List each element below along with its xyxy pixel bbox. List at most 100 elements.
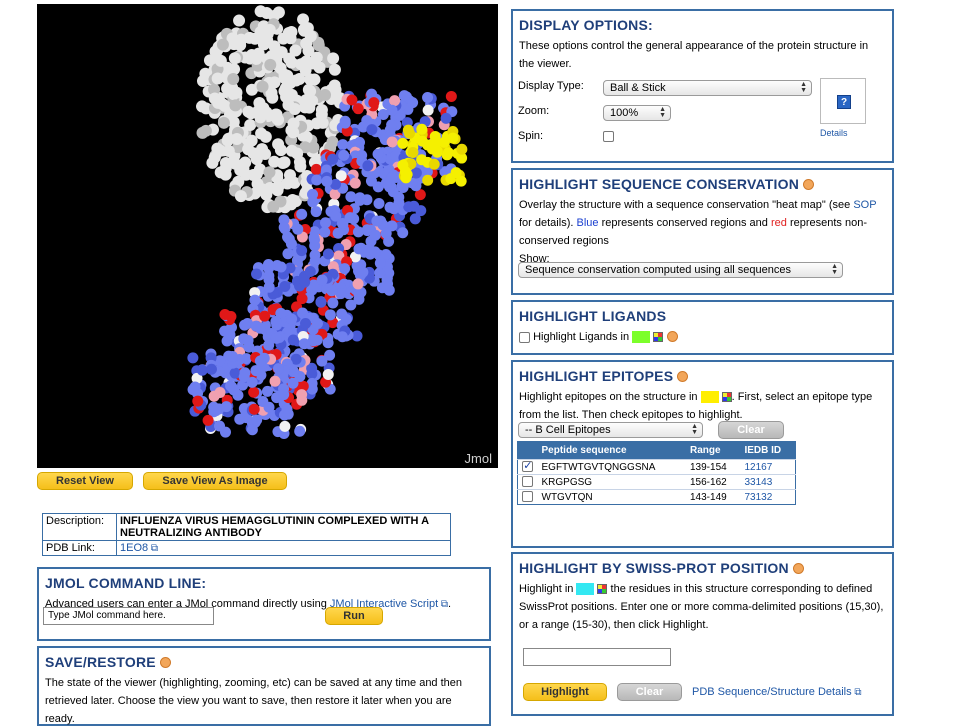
ligand-color-swatch[interactable] <box>632 331 651 344</box>
swissprot-description: Highlight in the residues in this struct… <box>519 583 884 631</box>
color-picker-icon[interactable] <box>653 332 664 343</box>
display-type-select[interactable]: Ball & Stick ▲ ▼ <box>603 80 812 96</box>
iedb-id-link[interactable]: 12167 <box>744 461 773 473</box>
epitope-atom-sphere <box>450 167 462 179</box>
color-picker-icon[interactable] <box>597 584 608 595</box>
atom-sphere <box>354 136 366 148</box>
jmol-command-line-panel: JMOL COMMAND LINE: Advanced users can en… <box>37 567 491 641</box>
help-icon[interactable] <box>677 370 689 382</box>
pdb-sequence-structure-details-link[interactable]: PDB Sequence/Structure Details <box>692 686 862 698</box>
reset-view-button[interactable]: Reset View <box>37 472 133 490</box>
atom-sphere <box>259 310 271 322</box>
zoom-select[interactable]: 100% ▲ ▼ <box>603 105 671 121</box>
atom-sphere <box>339 263 351 275</box>
epitope-color-swatch[interactable] <box>700 391 719 404</box>
atom-sphere <box>199 124 212 137</box>
atom-sphere <box>251 414 263 426</box>
atom-sphere <box>250 52 263 65</box>
table-row: WTGVTQN 143-149 73132 <box>517 489 796 505</box>
iedb-id-link[interactable]: 33143 <box>744 476 773 488</box>
help-icon[interactable] <box>667 330 679 342</box>
epitope-atom-sphere <box>407 146 419 158</box>
help-icon[interactable] <box>803 178 814 190</box>
header-peptide: Peptide sequence <box>537 441 686 460</box>
run-command-button[interactable]: Run <box>325 607 383 625</box>
conservation-show-select[interactable]: Sequence conservation computed using all… <box>518 262 843 278</box>
atom-sphere <box>273 363 285 375</box>
atom-sphere <box>270 332 282 344</box>
atom-sphere <box>245 83 258 96</box>
atom-sphere <box>339 117 351 129</box>
epitope-checkbox[interactable] <box>522 476 534 488</box>
atom-sphere <box>242 143 255 156</box>
help-icon[interactable] <box>792 562 804 574</box>
highlight-ligands-checkbox[interactable] <box>519 331 530 343</box>
atom-sphere <box>340 313 352 325</box>
color-picker-icon[interactable] <box>721 392 732 403</box>
epitope-clear-button[interactable]: Clear <box>718 421 784 439</box>
atom-sphere <box>230 132 243 145</box>
epitopes-description: Highlight epitopes on the structure in .… <box>519 391 873 421</box>
atom-sphere <box>353 265 365 277</box>
atom-sphere <box>298 338 310 350</box>
atom-sphere <box>234 190 247 203</box>
atom-sphere <box>310 117 323 130</box>
help-icon[interactable]: ? <box>837 95 851 109</box>
atom-sphere <box>369 229 381 241</box>
atom-sphere <box>398 90 410 102</box>
swissprot-color-swatch[interactable] <box>576 583 595 596</box>
pdb-link[interactable]: 1EO8 <box>120 542 158 554</box>
save-restore-description: The state of the viewer (highlighting, z… <box>45 677 463 725</box>
epitope-atom-sphere <box>416 123 428 135</box>
command-line-title: JMOL COMMAND LINE: <box>45 575 207 591</box>
atom-sphere <box>304 266 316 278</box>
jmol-command-input[interactable]: Type JMol command here. <box>43 607 214 625</box>
details-link[interactable]: Details <box>820 128 848 138</box>
atom-sphere <box>315 108 328 121</box>
atom-sphere <box>366 124 378 136</box>
atom-sphere <box>211 72 224 85</box>
atom-sphere <box>380 249 392 261</box>
atom-sphere <box>293 155 306 168</box>
swissprot-clear-button[interactable]: Clear <box>617 683 682 701</box>
spin-checkbox[interactable] <box>603 131 614 142</box>
help-icon[interactable] <box>159 656 171 668</box>
atom-sphere <box>337 139 349 151</box>
atom-sphere <box>263 401 275 413</box>
epitope-checkbox[interactable] <box>522 491 534 503</box>
atom-sphere <box>332 227 344 239</box>
atom-sphere <box>329 188 341 200</box>
atom-sphere <box>365 247 377 259</box>
atom-sphere <box>445 90 457 102</box>
atom-sphere <box>278 221 290 233</box>
atom-sphere <box>263 23 276 36</box>
highlight-button[interactable]: Highlight <box>523 683 607 701</box>
atom-sphere <box>290 353 302 365</box>
help-box[interactable]: ? <box>820 78 866 124</box>
atom-sphere <box>248 403 260 415</box>
swissprot-position-input[interactable] <box>523 648 671 666</box>
atom-sphere <box>372 148 384 160</box>
atom-sphere <box>319 88 332 101</box>
atom-sphere <box>272 113 285 126</box>
atom-sphere <box>284 262 296 274</box>
atom-sphere <box>324 349 336 361</box>
conservation-show-value: Sequence conservation computed using all… <box>525 264 792 276</box>
atom-sphere <box>297 380 309 392</box>
atom-sphere <box>232 389 244 401</box>
atom-sphere <box>319 226 331 238</box>
save-view-image-button[interactable]: Save View As Image <box>143 472 287 490</box>
atom-sphere <box>239 156 252 169</box>
atom-sphere <box>226 350 238 362</box>
epitope-type-select[interactable]: -- B Cell Epitopes ▲ ▼ <box>518 422 703 438</box>
atom-sphere <box>222 132 235 145</box>
jmol-viewer[interactable]: Jmol <box>37 4 498 468</box>
sop-link[interactable]: SOP <box>853 199 877 211</box>
atom-sphere <box>249 294 261 306</box>
epitope-checkbox[interactable] <box>522 459 534 473</box>
atom-sphere <box>388 203 400 215</box>
ligands-row: Highlight Ligands in <box>519 328 886 346</box>
atom-sphere <box>216 38 229 51</box>
atom-sphere <box>316 274 328 286</box>
iedb-id-link[interactable]: 73132 <box>744 491 773 503</box>
